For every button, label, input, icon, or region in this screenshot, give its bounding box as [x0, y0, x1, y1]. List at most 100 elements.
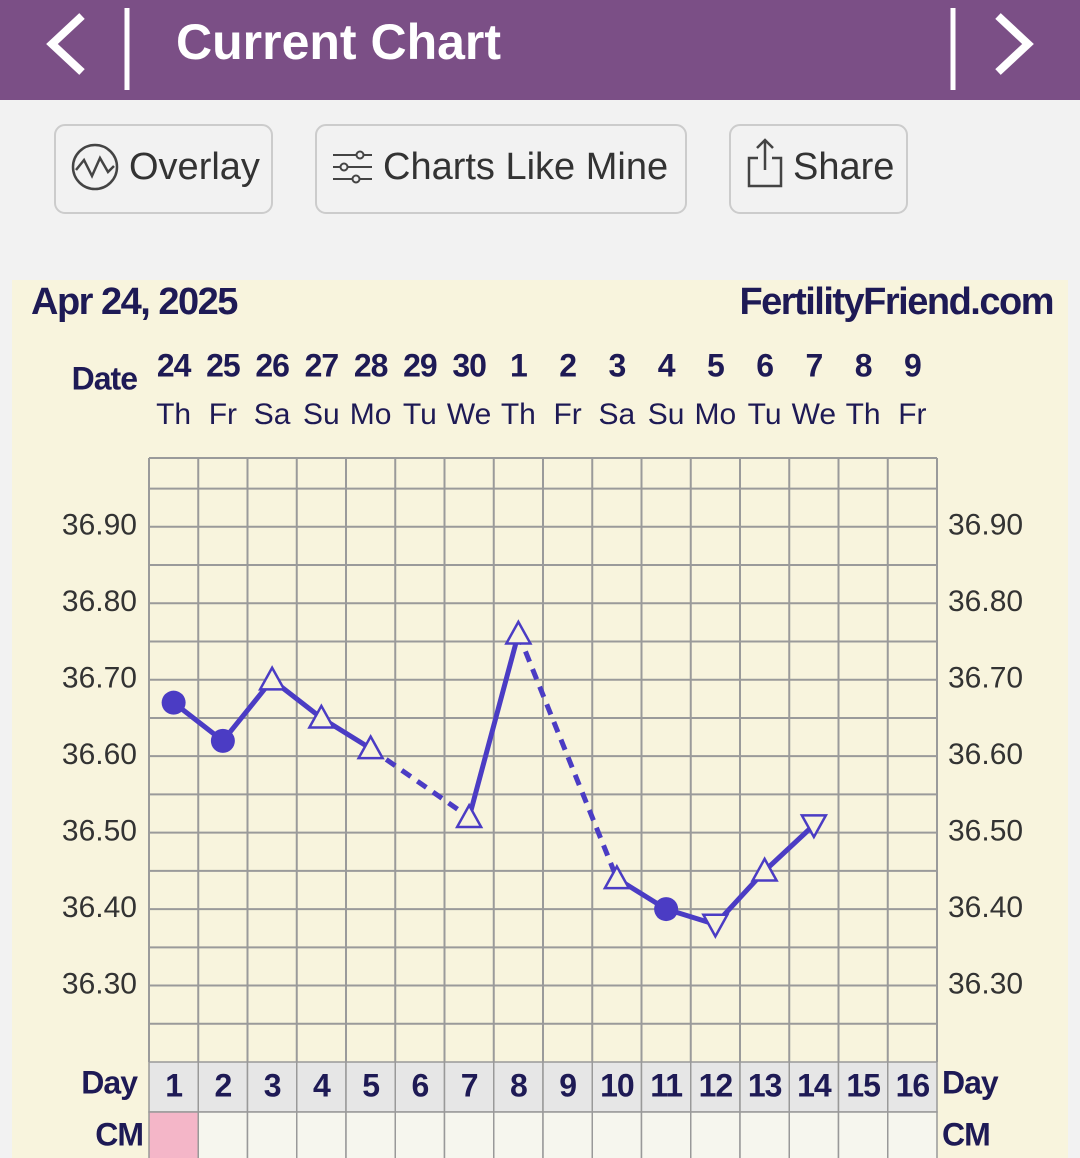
forward-button[interactable] [995, 13, 1034, 75]
row-label: CM [95, 1116, 143, 1152]
filter-icon [351, 174, 361, 184]
row-label: Day [81, 1064, 138, 1100]
button-label: Overlay [129, 146, 260, 188]
y-tick-label: 36.30 [62, 967, 137, 1000]
day-label: 12 [699, 1067, 733, 1103]
day-label: 13 [748, 1067, 782, 1103]
temperature-point [258, 665, 287, 691]
cm-cell [640, 1111, 692, 1158]
button-label: Share [793, 146, 894, 188]
y-tick-label: 36.90 [62, 509, 137, 542]
weekday-label: Mo [695, 398, 737, 431]
row-label: Day [942, 1064, 999, 1100]
temperature-point [161, 690, 186, 715]
y-tick-label: 36.90 [948, 509, 1023, 542]
y-tick-label: 36.40 [948, 891, 1023, 924]
cm-cell [739, 1111, 790, 1158]
cm-cell [690, 1111, 741, 1158]
date-label: 8 [855, 347, 872, 383]
day-cell [148, 1061, 199, 1113]
date-label: 4 [658, 347, 676, 383]
weekday-label: Tu [748, 398, 782, 431]
day-label: 8 [510, 1067, 527, 1103]
y-tick-label: 36.50 [62, 815, 137, 848]
date-label: 29 [403, 347, 437, 383]
date-label: 27 [305, 347, 339, 383]
filter-icon [355, 150, 365, 160]
date-label: 6 [756, 347, 773, 383]
day-cell [690, 1061, 741, 1113]
weekday-label: Mo [350, 398, 392, 431]
charts-like-mine-button[interactable]: Charts Like Mine [315, 124, 687, 214]
weekday-label: Sa [254, 398, 291, 431]
share-button[interactable]: Share [729, 124, 908, 214]
temperature-point [750, 856, 779, 882]
temperature-point [455, 802, 484, 829]
day-label: 16 [896, 1067, 930, 1103]
weekday-label: Su [648, 398, 685, 431]
back-button[interactable] [46, 13, 85, 75]
day-cell [197, 1061, 249, 1113]
cm-cell [197, 1111, 249, 1158]
day-label: 14 [797, 1067, 832, 1103]
weekday-label: Fr [553, 398, 581, 431]
temperature-point [356, 733, 385, 760]
date-label: 26 [255, 347, 289, 383]
date-label: 24 [157, 347, 192, 383]
cm-cell [591, 1111, 643, 1158]
temperature-point [654, 897, 679, 922]
y-tick-label: 36.50 [948, 815, 1023, 848]
weekday-label: Sa [599, 398, 636, 431]
temperature-point [307, 703, 336, 729]
cm-cell [345, 1111, 396, 1158]
temperature-point [602, 863, 631, 890]
cm-cell [296, 1111, 347, 1158]
date-label: 28 [354, 347, 388, 383]
y-tick-label: 36.60 [948, 738, 1023, 771]
day-label: 10 [600, 1067, 634, 1103]
day-label: 4 [313, 1067, 331, 1103]
weekday-label: Th [501, 398, 536, 431]
row-label: Date [72, 360, 138, 396]
cm-cell [246, 1111, 298, 1158]
button-frame [54, 124, 273, 214]
weekday-label: We [447, 398, 491, 431]
weekday-label: Th [846, 398, 881, 431]
y-tick-label: 36.70 [62, 662, 137, 695]
gap-bridge [369, 746, 471, 820]
date-label: 3 [608, 347, 625, 383]
day-label: 11 [650, 1067, 682, 1103]
cm-cell [837, 1111, 889, 1158]
filter-icon [339, 162, 349, 172]
date-label: 5 [707, 347, 724, 383]
y-tick-label: 36.70 [948, 662, 1023, 695]
day-label: 6 [411, 1067, 428, 1103]
overlay-button[interactable]: Overlay [54, 124, 273, 214]
y-tick-label: 36.60 [62, 738, 137, 771]
day-cell [837, 1061, 889, 1113]
date-label: 1 [510, 347, 527, 383]
weekday-label: Th [156, 398, 191, 431]
day-cell [443, 1061, 495, 1113]
day-label: 3 [264, 1067, 281, 1103]
weekday-label: Fr [209, 398, 237, 431]
temperature-line [466, 633, 521, 818]
button-frame [729, 124, 908, 214]
date-label: 9 [904, 347, 921, 383]
temperature-point [799, 814, 828, 840]
weekday-label: We [792, 398, 836, 431]
app-bar [0, 0, 1080, 100]
temperature-point [701, 913, 730, 939]
y-tick-label: 36.30 [948, 967, 1023, 1000]
weekday-label: Fr [898, 398, 926, 431]
date-label: 30 [452, 347, 486, 383]
day-label: 2 [214, 1067, 231, 1103]
row-label: CM [942, 1116, 990, 1152]
button-label: Charts Like Mine [383, 146, 668, 188]
gap-bridge [516, 632, 620, 880]
date-label: 25 [206, 347, 240, 383]
day-cell [591, 1061, 643, 1113]
button-frame [315, 124, 687, 214]
